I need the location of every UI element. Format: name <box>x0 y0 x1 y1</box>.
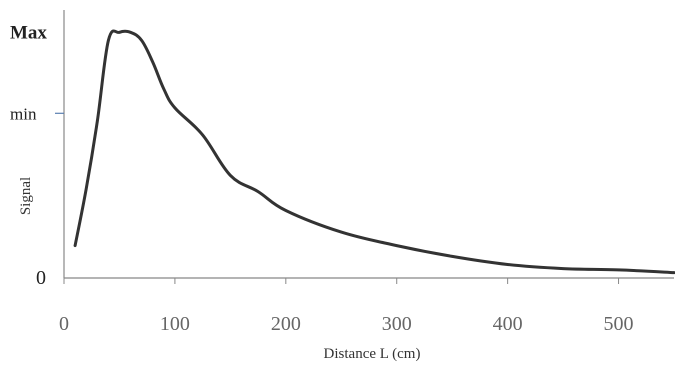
data-point <box>73 244 77 247</box>
data-point <box>450 255 454 258</box>
data-point <box>201 133 204 137</box>
data-point <box>140 39 143 42</box>
data-point <box>173 106 177 110</box>
x-tick-label: 300 <box>382 313 412 335</box>
x-tick-label: 200 <box>271 313 301 335</box>
data-point <box>617 268 620 272</box>
x-tick-label: 100 <box>160 313 190 335</box>
y-ticks: Max min 0 <box>10 22 64 289</box>
data-point <box>284 209 288 212</box>
data-point <box>561 267 565 270</box>
data-point <box>506 263 509 266</box>
x-tick-label: 500 <box>604 313 634 335</box>
axes <box>63 10 674 279</box>
data-point <box>162 87 166 91</box>
y-tick-label-max: Max <box>10 22 47 43</box>
data-point <box>395 244 398 247</box>
x-ticks: 0 100 200 300 400 500 <box>59 278 634 335</box>
data-point <box>340 230 343 234</box>
data-point <box>672 271 675 274</box>
data-point <box>256 190 260 193</box>
signal-curve <box>73 29 675 275</box>
data-point <box>229 174 232 177</box>
x-axis-title: Distance L (cm) <box>324 346 421 362</box>
y-tick-label-min: min <box>10 104 37 123</box>
data-point <box>129 31 132 34</box>
y-tick-label-zero: 0 <box>36 267 46 289</box>
data-point <box>151 60 154 64</box>
data-point <box>84 187 88 191</box>
data-points <box>73 31 675 274</box>
data-point <box>96 120 99 123</box>
x-tick-label: 0 <box>59 313 69 335</box>
data-point <box>107 39 110 42</box>
y-axis-title: Signal <box>18 177 34 215</box>
x-tick-label: 400 <box>493 313 523 335</box>
data-point <box>118 31 121 34</box>
